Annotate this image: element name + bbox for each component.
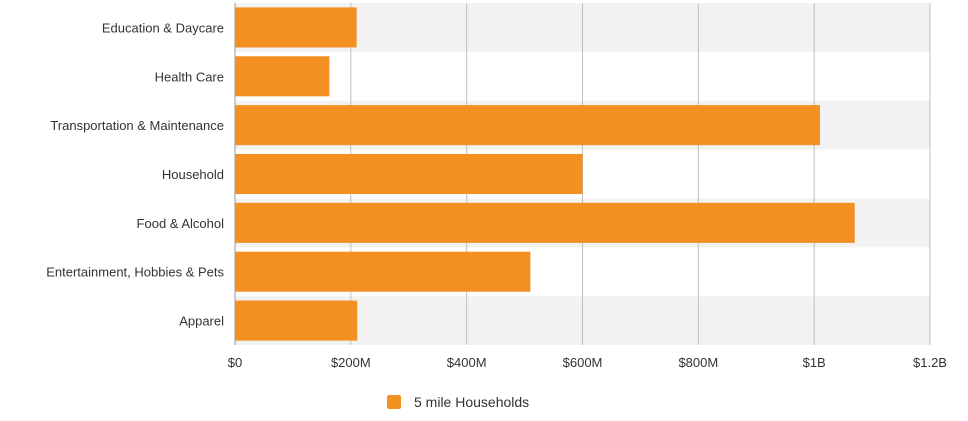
x-tick-label: $800M: [678, 355, 718, 370]
bar[interactable]: [235, 202, 855, 243]
legend-label: 5 mile Households: [414, 394, 529, 410]
category-label: Health Care: [155, 69, 224, 84]
legend[interactable]: 5 mile Households: [387, 394, 529, 410]
bar[interactable]: [235, 105, 820, 146]
x-tick-label: $0: [228, 355, 242, 370]
bar[interactable]: [235, 251, 531, 292]
x-tick-label: $600M: [563, 355, 603, 370]
legend-swatch: [387, 395, 401, 409]
bar[interactable]: [235, 7, 357, 48]
x-tick-labels: $0 $200M $400M $600M $800M $1B $1.2B: [228, 355, 947, 370]
category-label: Education & Daycare: [102, 20, 224, 35]
category-label: Transportation & Maintenance: [50, 118, 224, 133]
bar[interactable]: [235, 153, 583, 195]
category-label: Food & Alcohol: [137, 216, 225, 231]
x-tick-label: $400M: [447, 355, 487, 370]
bars: [235, 7, 855, 341]
category-label: Household: [162, 167, 224, 182]
bar[interactable]: [235, 300, 358, 341]
x-tick-label: $1B: [803, 355, 826, 370]
x-tick-label: $1.2B: [913, 355, 947, 370]
x-tick-label: $200M: [331, 355, 371, 370]
category-label: Entertainment, Hobbies & Pets: [46, 265, 224, 280]
category-labels: Education & Daycare Health Care Transporta…: [46, 20, 224, 328]
bar[interactable]: [235, 56, 330, 97]
category-label: Apparel: [179, 314, 224, 329]
